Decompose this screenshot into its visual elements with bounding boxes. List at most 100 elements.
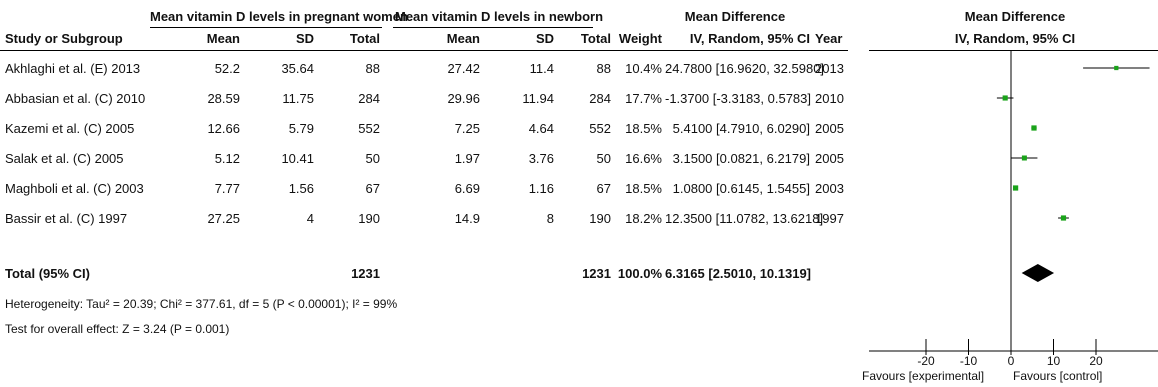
mean1-cell: 52.2 <box>214 61 240 76</box>
mean1-cell: 7.77 <box>214 181 240 196</box>
group-underline-newborn <box>393 27 593 28</box>
sd2-cell: 3.76 <box>528 151 554 166</box>
sd2-cell: 8 <box>546 211 554 226</box>
x-tick-label: -20 <box>917 354 935 368</box>
year-cell: 1997 <box>815 211 844 226</box>
col-header-sd2: SD <box>535 31 554 46</box>
col-header-year: Year <box>815 31 843 46</box>
total2-cell: 88 <box>596 61 611 76</box>
sd1-cell: 10.41 <box>281 151 314 166</box>
study-point <box>1002 95 1008 101</box>
total1-sum: 1231 <box>351 266 380 281</box>
study-point <box>1114 65 1119 71</box>
total2-cell: 50 <box>596 151 611 166</box>
total1-cell: 88 <box>365 61 380 76</box>
pooled-ci: 6.3165 [2.5010, 10.1319] <box>665 266 812 281</box>
x-tick-label: -10 <box>960 354 978 368</box>
ci-cell: 1.0800 [0.6145, 1.5455] <box>672 181 810 196</box>
group-header-newborn: Mean vitamin D levels in newborn <box>395 9 604 24</box>
year-cell: 2003 <box>815 181 844 196</box>
total1-cell: 67 <box>365 181 380 196</box>
ci-cell: 3.1500 [0.0821, 6.2179] <box>672 151 810 166</box>
group-header-plot: Mean Difference <box>964 9 1066 24</box>
study-name: Abbasian et al. (C) 2010 <box>5 91 146 106</box>
sd2-cell: 11.94 <box>522 91 554 106</box>
weight-cell: 16.6% <box>625 151 662 166</box>
ci-cell: -1.3700 [-3.3183, 0.5783] <box>665 91 812 106</box>
study-point <box>1031 125 1037 131</box>
mean2-cell: 27.42 <box>447 61 480 76</box>
x-tick-label: 20 <box>1089 354 1103 368</box>
total2-cell: 67 <box>596 181 611 196</box>
year-cell: 2010 <box>815 91 844 106</box>
heterogeneity-text: Heterogeneity: Tau² = 20.39; Chi² = 377.… <box>5 297 398 311</box>
col-header-mean1: Mean <box>206 31 240 46</box>
mean1-cell: 28.59 <box>207 91 240 106</box>
sd1-cell: 11.75 <box>282 91 314 106</box>
favours-right-label: Favours [control] <box>1013 369 1103 383</box>
total2-cell: 190 <box>589 211 611 226</box>
group-header-pregnant: Mean vitamin D levels in pregnant women <box>150 9 408 24</box>
ci-cell: 5.4100 [4.7910, 6.0290] <box>672 121 810 136</box>
study-name: Akhlaghi et al. (E) 2013 <box>5 61 141 76</box>
total-weight: 100.0% <box>617 266 662 281</box>
total2-sum: 1231 <box>582 266 611 281</box>
study-name: Salak et al. (C) 2005 <box>5 151 124 166</box>
weight-cell: 10.4% <box>625 61 662 76</box>
mean1-cell: 27.25 <box>207 211 240 226</box>
col-header-plot-ci: IV, Random, 95% CI <box>954 31 1076 46</box>
col-header-total2: Total <box>580 31 611 46</box>
total2-cell: 552 <box>589 121 611 136</box>
year-cell: 2013 <box>815 61 844 76</box>
weight-cell: 17.7% <box>625 91 662 106</box>
header-separator-left <box>0 50 848 51</box>
favours-left-label: Favours [experimental] <box>862 369 985 383</box>
sd1-cell: 5.79 <box>288 121 314 136</box>
mean2-cell: 29.96 <box>447 91 480 106</box>
col-header-sd1: SD <box>295 31 314 46</box>
x-tick-label: 10 <box>1047 354 1061 368</box>
total1-cell: 50 <box>365 151 380 166</box>
mean1-cell: 5.12 <box>214 151 240 166</box>
sd2-cell: 4.64 <box>528 121 554 136</box>
total1-cell: 552 <box>358 121 380 136</box>
pooled-diamond <box>1021 264 1055 282</box>
study-name: Maghboli et al. (C) 2003 <box>5 181 144 196</box>
sd1-cell: 1.56 <box>288 181 314 196</box>
year-cell: 2005 <box>815 151 844 166</box>
group-header-md: Mean Difference <box>684 9 786 24</box>
mean2-cell: 1.97 <box>454 151 480 166</box>
col-header-ci: IV, Random, 95% CI <box>689 31 810 46</box>
total2-cell: 284 <box>589 91 611 106</box>
col-header-study: Study or Subgroup <box>5 31 123 46</box>
total-label: Total (95% CI) <box>5 266 90 281</box>
sd2-cell: 11.4 <box>529 61 554 76</box>
weight-cell: 18.5% <box>625 181 662 196</box>
x-tick-label: 0 <box>1008 354 1015 368</box>
ci-cell: 12.3500 [11.0782, 13.6218] <box>665 211 824 226</box>
overall-effect-text: Test for overall effect: Z = 3.24 (P = 0… <box>5 322 230 336</box>
header-separator-plot <box>869 50 1158 51</box>
study-name: Bassir et al. (C) 1997 <box>5 211 128 226</box>
col-header-weight: Weight <box>618 31 662 46</box>
weight-cell: 18.5% <box>625 121 662 136</box>
study-name: Kazemi et al. (C) 2005 <box>5 121 135 136</box>
study-point <box>1021 155 1027 161</box>
year-cell: 2005 <box>815 121 844 136</box>
weight-cell: 18.2% <box>625 211 662 226</box>
mean1-cell: 12.66 <box>207 121 240 136</box>
sd1-cell: 4 <box>306 211 314 226</box>
mean2-cell: 6.69 <box>454 181 480 196</box>
study-point <box>1060 215 1067 221</box>
total1-cell: 190 <box>358 211 380 226</box>
mean2-cell: 7.25 <box>454 121 480 136</box>
mean2-cell: 14.9 <box>454 211 480 226</box>
group-underline-pregnant <box>150 27 382 28</box>
study-point <box>1012 185 1019 191</box>
total1-cell: 284 <box>358 91 380 106</box>
col-header-total1: Total <box>349 31 380 46</box>
sd1-cell: 35.64 <box>281 61 314 76</box>
ci-cell: 24.7800 [16.9620, 32.5980] <box>665 61 825 76</box>
